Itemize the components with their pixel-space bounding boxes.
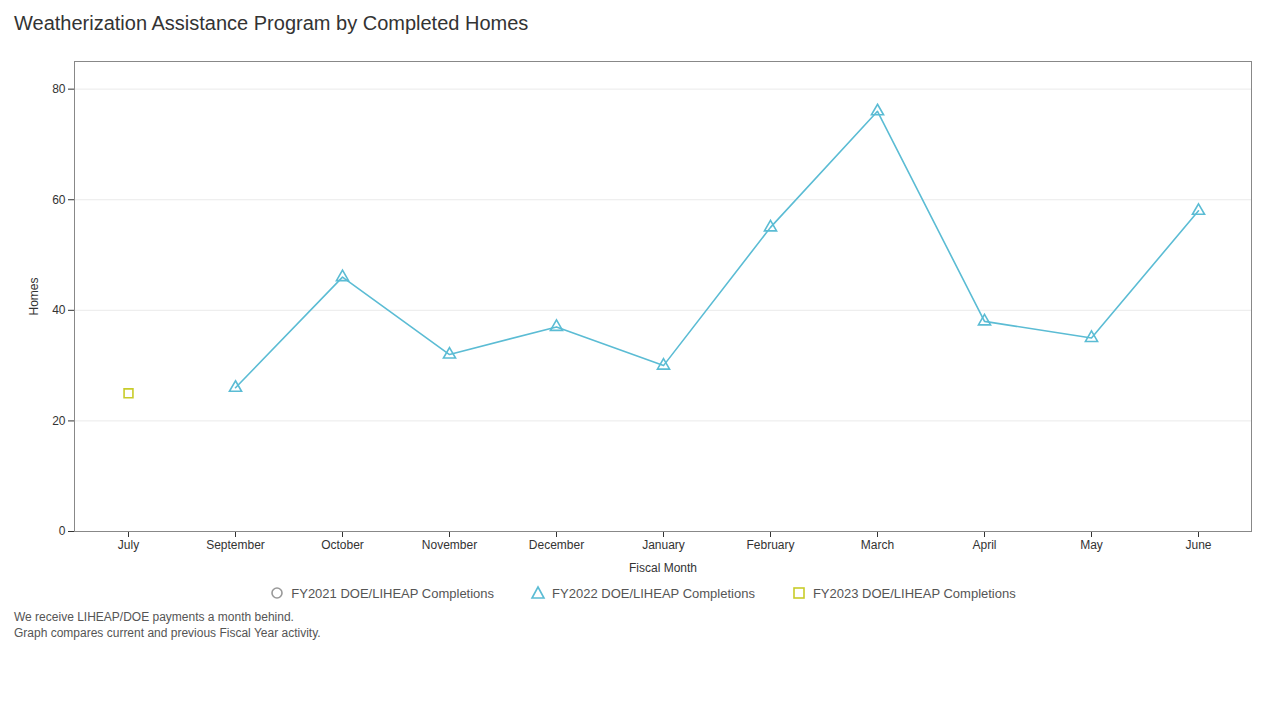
svg-text:March: March: [861, 538, 894, 552]
html-text:FY2022 DOE/LIHEAP Completions: FY2022 DOE/LIHEAP Completions: [552, 585, 755, 601]
svg-text:October: October: [321, 538, 364, 552]
html-text:We receive LIHEAP/DOE payments: We receive LIHEAP/DOE payments a month b…: [14, 610, 294, 624]
svg-text:February: February: [746, 538, 794, 552]
html-text:FY2021 DOE/LIHEAP Completions: FY2021 DOE/LIHEAP Completions: [291, 585, 495, 601]
svg-text:0: 0: [59, 524, 66, 538]
svg-text:June: June: [1185, 538, 1211, 552]
svg-text:60: 60: [52, 193, 66, 207]
html-text:FY2023 DOE/LIHEAP Completions: FY2023 DOE/LIHEAP Completions: [812, 585, 1016, 601]
html-text:Graph compares current and pre: Graph compares current and previous Fisc…: [14, 626, 321, 640]
svg-text:40: 40: [52, 303, 66, 317]
svg-text:20: 20: [52, 414, 66, 428]
svg-text:November: November: [422, 538, 477, 552]
svg-text:April: April: [972, 538, 996, 552]
svg-text:Homes: Homes: [27, 277, 41, 315]
svg-text:September: September: [206, 538, 265, 552]
svg-text:Fiscal Month: Fiscal Month: [629, 561, 697, 575]
svg-text:July: July: [118, 538, 139, 552]
html-text:Weatherization Assistance Prog: Weatherization Assistance Program by Com…: [14, 12, 529, 34]
svg-text:May: May: [1080, 538, 1103, 552]
svg-text:January: January: [642, 538, 685, 552]
svg-text:80: 80: [52, 82, 66, 96]
svg-text:December: December: [529, 538, 584, 552]
